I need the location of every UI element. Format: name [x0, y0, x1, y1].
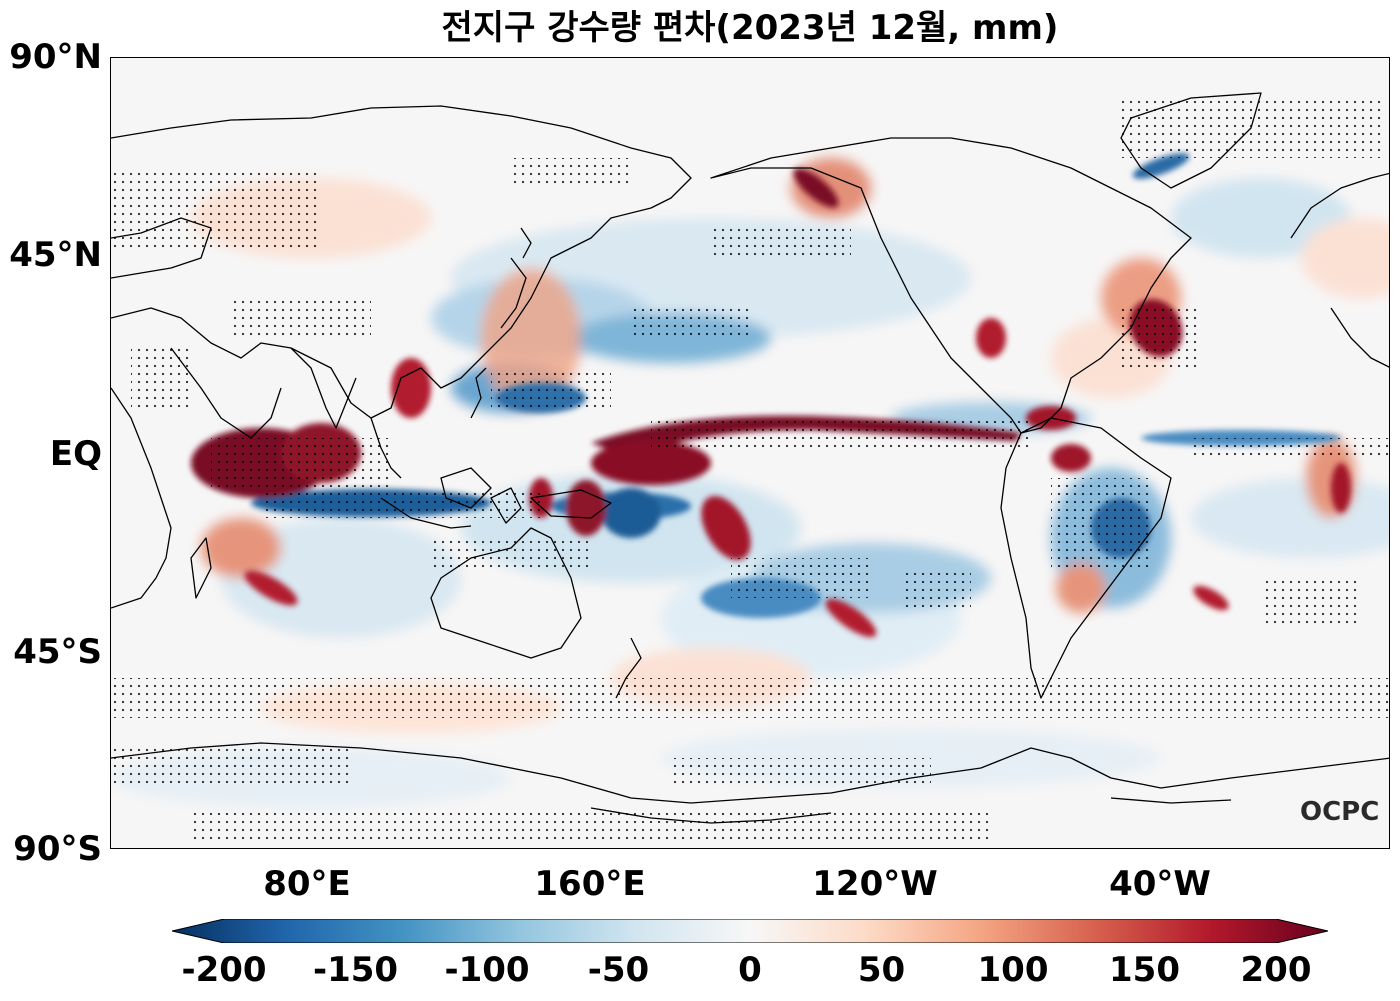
lon-label-120w: 120°W	[812, 864, 938, 904]
lat-label-eq: EQ	[49, 434, 102, 474]
colorbar-tick-label: -100	[444, 950, 530, 990]
colorbar-body	[172, 919, 1328, 943]
ocpc-logo: OCPC	[1300, 797, 1380, 827]
colorbar-tick-label: 200	[1240, 950, 1312, 990]
lat-label-45n: 45°N	[9, 235, 102, 275]
colorbar-tick-label: -200	[181, 950, 267, 990]
lon-label-40w: 40°W	[1109, 864, 1211, 904]
lat-label-90s: 90°S	[13, 829, 102, 869]
coastlines	[111, 92, 1389, 824]
precipitation-anomaly-map	[110, 57, 1390, 849]
colorbar	[172, 919, 1328, 943]
lon-label-160e: 160°E	[534, 864, 646, 904]
colorbar-tick-label: 0	[738, 950, 762, 990]
significance-stippling	[111, 98, 1389, 843]
colorbar-tick-label: -50	[587, 950, 650, 990]
colorbar-tick-label: 150	[1109, 950, 1180, 990]
map-title: 전지구 강수량 편차(2023년 12월, mm)	[441, 8, 1059, 48]
lon-label-80e: 80°E	[263, 864, 351, 904]
colorbar-tick-label: -150	[312, 950, 399, 990]
colorbar-tick-label: 50	[857, 950, 906, 990]
lat-label-90n: 90°N	[9, 37, 102, 77]
lat-label-45s: 45°S	[13, 632, 102, 672]
colorbar-tick-label: 100	[977, 950, 1049, 990]
